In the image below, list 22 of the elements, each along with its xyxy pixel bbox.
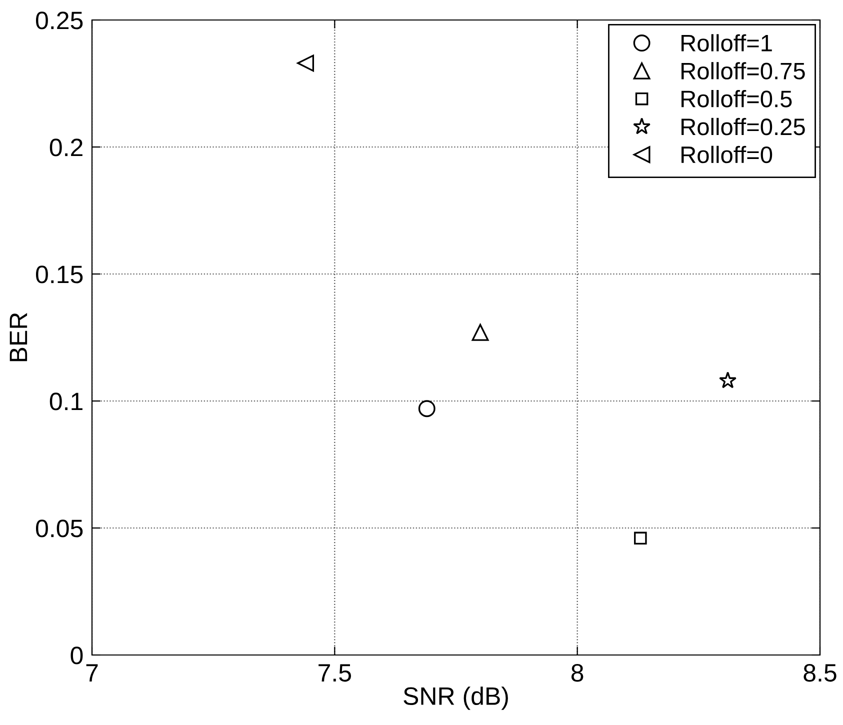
y-tick-label: 0.1 [50,392,82,410]
point [297,54,314,72]
x-axis-title: SNR (dB) [404,686,508,710]
y-tick-label: 0.05 [36,520,83,538]
legend-label: Rolloff=1 [682,34,772,52]
legend-label: Rolloff=0.75 [682,62,805,80]
y-tick-label: 0.25 [36,12,83,30]
y-axis-title: BER [10,312,28,362]
x-tick-label: 7.5 [318,664,351,682]
y-tick-label: 0 [70,646,83,664]
point [418,400,436,418]
legend-label: Rolloff=0.5 [682,90,792,108]
point [634,532,647,545]
point [719,372,737,388]
legend-label: Rolloff=0.25 [682,118,805,136]
point [472,324,489,341]
y-tick-label: 0.2 [50,138,82,156]
x-tick-label: 8 [571,664,584,682]
x-tick-label: 8.5 [804,664,836,682]
y-tick-label: 0.15 [36,266,83,284]
x-tick-label: 7 [86,664,98,682]
legend-label: Rolloff=0 [682,146,772,164]
